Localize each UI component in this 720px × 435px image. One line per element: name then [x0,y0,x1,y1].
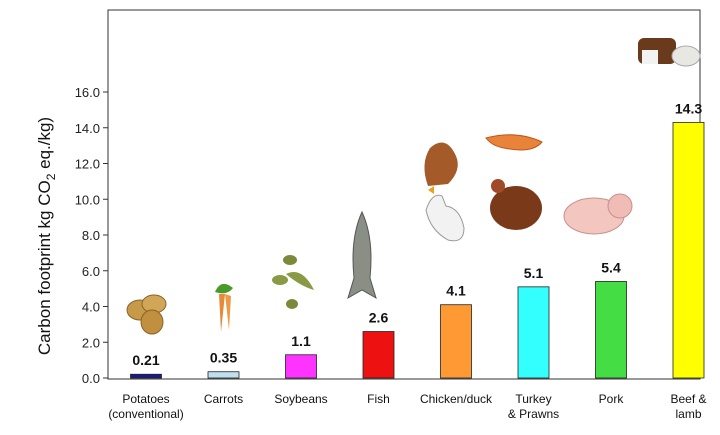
bar [362,331,395,379]
y-tick-label: 10.0 [75,192,100,207]
y-axis-label-sub: 2 [44,173,58,180]
x-tick-label-line: Chicken/duck [420,392,493,406]
bar [672,121,705,379]
x-tick-label: Chicken/duck [420,392,493,406]
y-tick-label: 14.0 [75,121,100,136]
x-axis-labels: Potatoes (conventional) Carrots Soybeans Fis… [108,392,706,421]
bar [440,304,472,379]
x-tick-label-line: Turkey [515,392,551,406]
cow-sheep-icon [638,38,701,67]
x-tick-label: Turkey & Prawns [508,392,559,421]
bar [595,281,627,379]
chicken-duck-icon [424,142,465,242]
y-tick-label: 6.0 [82,264,100,279]
y-axis-label-main: Carbon footprint kg CO [35,180,54,355]
bar [130,373,162,379]
bar [207,371,240,379]
soybeans-icon [272,255,314,309]
y-tick-label: 4.0 [82,300,100,315]
fish-icon [347,210,377,300]
x-tick-label-line: (conventional) [108,407,183,421]
x-tick-label-line: Soybeans [274,392,327,406]
bar [517,286,550,379]
turkey-prawn-icon [485,134,543,230]
data-label: 0.21 [132,352,159,368]
x-tick-label-line: lamb [675,407,701,421]
y-tick-label: 12.0 [75,157,100,172]
data-label: 0.35 [210,350,237,366]
data-label: 5.1 [524,265,544,281]
food-icons [126,38,701,335]
data-label: 2.6 [369,310,389,326]
value-labels: 0.21 0.35 1.1 2.6 4.1 5.1 5.4 14.3 [132,100,702,368]
y-tick-label: 2.0 [82,335,100,350]
data-label: 5.4 [601,259,621,275]
data-label: 4.1 [446,283,466,299]
bars [130,121,705,379]
carrots-icon [215,283,233,332]
x-tick-label-line: Beef & [670,392,706,406]
y-axis: 0.0 2.0 4.0 6.0 8.0 10.0 12.0 14.0 16.0 [75,10,109,386]
y-axis-label: Carbon footprint kg CO2 eq./kg) [35,117,58,355]
x-tick-label-line: Pork [599,392,625,406]
x-tick-label-line: Fish [367,392,390,406]
y-tick-label: 0.0 [82,371,100,386]
x-tick-label-line: & Prawns [508,407,559,421]
y-axis-label-tail: eq./kg) [35,117,54,174]
x-tick-label: Soybeans [274,392,327,406]
x-tick-label: Potatoes (conventional) [108,392,183,421]
bar [285,354,317,379]
data-label: 14.3 [675,100,702,116]
pig-icon [563,193,633,235]
x-tick-label: Fish [367,392,390,406]
x-tick-label-line: Carrots [204,392,243,406]
x-tick-label-line: Potatoes [122,392,169,406]
potatoes-icon [126,294,167,335]
y-tick-label: 8.0 [82,228,100,243]
x-tick-label: Pork [599,392,625,406]
x-tick-label: Carrots [204,392,243,406]
data-label: 1.1 [291,333,311,349]
x-tick-label: Beef & lamb [670,392,706,421]
y-tick-label: 16.0 [75,85,100,100]
